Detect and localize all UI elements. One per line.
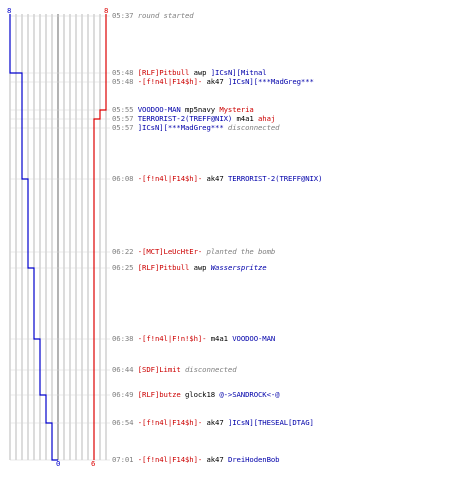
event-row: 05:48 -[f!n4l|F14$h]- ak47 ]ICsN][***Mad… xyxy=(112,77,314,87)
ct-end-count: 0 xyxy=(56,459,61,468)
player-name: Wasserspritze xyxy=(210,263,267,272)
player-name: -[f!n4l|F14$h]- xyxy=(137,418,203,427)
event-weapon: awp xyxy=(189,68,211,77)
event-timestamp: 06:49 xyxy=(112,390,138,399)
t-end-count: 6 xyxy=(91,459,96,468)
event-timestamp: 05:48 xyxy=(112,77,138,86)
event-timestamp: 06:08 xyxy=(112,174,138,183)
event-weapon: ak47 xyxy=(202,455,228,464)
player-name: [RLF]Pitbull xyxy=(137,263,190,272)
event-row: 06:22 -[MCT]LeUcHtEr- planted the bomb xyxy=(112,247,275,257)
event-note: disconnected xyxy=(180,365,237,374)
player-name: DreiHodenBob xyxy=(227,455,280,464)
event-timestamp: 05:48 xyxy=(112,68,138,77)
event-timestamp: 05:37 xyxy=(112,11,138,20)
player-name: VOODOO-MAN xyxy=(137,105,181,114)
event-timestamp: 05:57 xyxy=(112,123,138,132)
event-timestamp: 07:01 xyxy=(112,455,138,464)
event-row: 05:57 ]ICsN][***MadGreg*** disconnected xyxy=(112,123,280,133)
player-name: -[f!n4l|F14$h]- xyxy=(137,455,203,464)
event-weapon: ak47 xyxy=(202,174,228,183)
player-name: [RLF]Pitbull xyxy=(137,68,190,77)
player-grid xyxy=(9,14,107,460)
player-name: VOODOO-MAN xyxy=(232,334,276,343)
event-timestamp: 06:54 xyxy=(112,418,138,427)
event-timestamp: 05:55 xyxy=(112,105,138,114)
player-name: -[MCT]LeUcHtEr- xyxy=(137,247,203,256)
event-timestamp: 05:57 xyxy=(112,114,138,123)
player-name: Mysteria xyxy=(219,105,254,114)
event-weapon: awp xyxy=(189,263,211,272)
event-row: 06:08 -[f!n4l|F14$h]- ak47 TERRORIST-2(T… xyxy=(112,174,322,184)
event-note: round started xyxy=(137,11,194,20)
player-name: -[f!n4l|F!n!$h]- xyxy=(137,334,207,343)
event-row: 06:54 -[f!n4l|F14$h]- ak47 ]ICsN][THESEA… xyxy=(112,418,314,428)
player-name: [SDF]Limit xyxy=(137,365,181,374)
event-tick-lines xyxy=(10,15,110,461)
player-name: ]ICsN][THESEAL[DTAG] xyxy=(227,418,314,427)
event-timestamp: 06:25 xyxy=(112,263,138,272)
t-alive-line xyxy=(93,14,107,460)
event-row: 06:25 [RLF]Pitbull awp Wasserspritze xyxy=(112,263,267,273)
player-name: ]ICsN][***MadGreg*** xyxy=(137,123,224,132)
event-note: disconnected xyxy=(223,123,280,132)
event-row: 05:57 TERRORIST-2(TREFF@NIX) m4a1 ahaj xyxy=(112,114,275,124)
event-timestamp: 06:38 xyxy=(112,334,138,343)
ct-alive-line xyxy=(9,14,58,461)
event-row: 07:01 -[f!n4l|F14$h]- ak47 DreiHodenBob xyxy=(112,455,280,465)
player-name: TERRORIST-2(TREFF@NIX) xyxy=(227,174,323,183)
event-row: 05:37 round started xyxy=(112,11,194,21)
event-row: 06:44 [SDF]Limit disconnected xyxy=(112,365,237,375)
event-weapon: glock18 xyxy=(180,390,220,399)
event-row: 06:49 [RLF]butze glock18 @->SANDROCK<-@ xyxy=(112,390,280,400)
player-name: [RLF]butze xyxy=(137,390,181,399)
player-name: TERRORIST-2(TREFF@NIX) xyxy=(137,114,233,123)
ct-start-count: 8 xyxy=(7,6,12,15)
team-timeline-graph xyxy=(9,14,110,461)
event-weapon: ak47 xyxy=(202,77,228,86)
event-row: 06:38 -[f!n4l|F!n!$h]- m4a1 VOODOO-MAN xyxy=(112,334,275,344)
event-timestamp: 06:22 xyxy=(112,247,138,256)
event-weapon: ak47 xyxy=(202,418,228,427)
player-name: ]ICsN][Mitnal xyxy=(210,68,267,77)
player-name: ahaj xyxy=(257,114,276,123)
event-weapon: m4a1 xyxy=(206,334,233,343)
player-name: -[f!n4l|F14$h]- xyxy=(137,174,203,183)
player-name: ]ICsN][***MadGreg*** xyxy=(227,77,314,86)
event-note: planted the bomb xyxy=(202,247,276,256)
event-timestamp: 06:44 xyxy=(112,365,138,374)
event-row: 05:48 [RLF]Pitbull awp ]ICsN][Mitnal xyxy=(112,68,267,78)
event-row: 05:55 VOODOO-MAN mp5navy Mysteria xyxy=(112,105,254,115)
event-weapon: mp5navy xyxy=(180,105,220,114)
t-start-count: 8 xyxy=(104,6,109,15)
player-name: -[f!n4l|F14$h]- xyxy=(137,77,203,86)
event-weapon: m4a1 xyxy=(232,114,258,123)
player-name: @->SANDROCK<-@ xyxy=(219,390,280,399)
